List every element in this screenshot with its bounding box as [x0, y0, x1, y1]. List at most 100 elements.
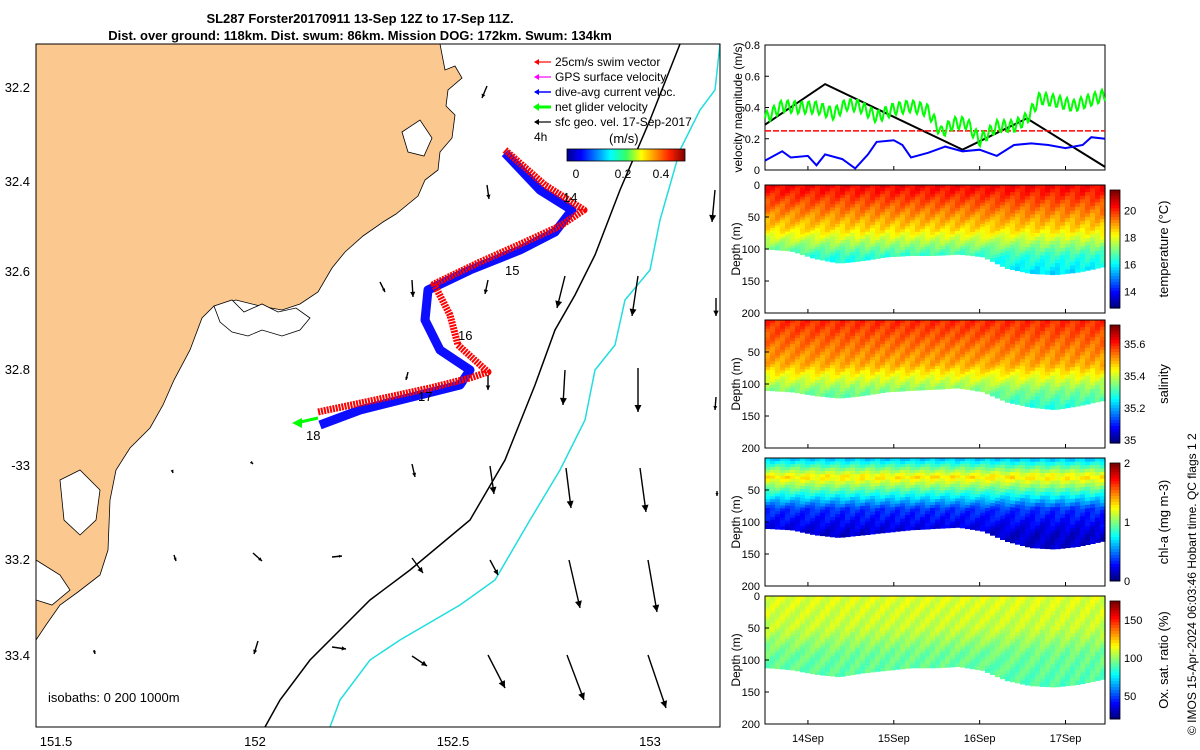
section-cell	[925, 511, 931, 515]
section-cell	[950, 345, 956, 349]
section-cell	[885, 385, 891, 390]
section-cell	[1055, 533, 1061, 538]
section-cell	[1065, 371, 1071, 376]
section-cell	[845, 487, 851, 492]
section-cell	[990, 483, 996, 488]
section-cell	[1005, 185, 1011, 190]
section-cell	[785, 185, 791, 189]
section-cell	[945, 478, 951, 482]
section-cell	[810, 197, 816, 201]
section-cell	[895, 193, 901, 198]
section-cell	[835, 471, 841, 476]
section-cell	[965, 246, 971, 250]
section-cell	[880, 501, 886, 506]
section-cell	[985, 384, 991, 389]
section-cell	[1070, 502, 1076, 507]
section-cell	[910, 229, 916, 233]
colorbar-label: salinity	[1156, 364, 1171, 404]
section-cell	[900, 361, 906, 365]
section-cell	[985, 188, 991, 192]
section-cell	[810, 385, 816, 390]
section-cell	[930, 380, 936, 385]
section-cell	[790, 388, 796, 393]
section-cell	[835, 342, 841, 347]
section-cell	[895, 190, 901, 195]
section-cell	[845, 223, 851, 228]
section-cell	[800, 365, 806, 370]
section-cell	[925, 185, 931, 189]
section-cell	[765, 238, 771, 242]
section-cell	[770, 513, 776, 518]
section-cell	[850, 387, 856, 391]
section-cell	[835, 349, 841, 353]
section-cell	[950, 484, 956, 488]
section-cell	[905, 387, 911, 392]
section-cell	[800, 479, 806, 484]
section-cell	[1050, 387, 1056, 392]
section-cell	[1030, 465, 1036, 470]
section-cell	[975, 323, 981, 327]
section-cell	[850, 480, 856, 485]
section-cell	[890, 185, 896, 189]
section-cell	[875, 323, 881, 327]
colorbar-segment	[1110, 275, 1120, 280]
section-cell	[1010, 507, 1016, 512]
section-cell	[915, 217, 921, 221]
section-cell	[1075, 461, 1081, 466]
section-cell	[955, 481, 961, 485]
section-cell	[815, 222, 821, 226]
section-cell	[960, 516, 966, 520]
section-cell	[805, 363, 811, 367]
section-cell	[920, 202, 926, 207]
section-cell	[1035, 533, 1041, 538]
section-cell	[1095, 377, 1101, 382]
section-cell	[970, 331, 976, 336]
section-cell	[770, 460, 776, 465]
section-cell	[840, 223, 846, 228]
section-cell	[875, 359, 881, 364]
section-cell	[820, 323, 826, 327]
section-cell	[930, 458, 936, 462]
section-cell	[970, 493, 976, 498]
section-cell	[900, 252, 906, 257]
section-cell	[785, 478, 791, 483]
section-cell	[815, 386, 821, 391]
section-cell	[1020, 498, 1026, 503]
section-cell	[830, 526, 836, 531]
map-frame	[35, 43, 721, 728]
section-cell	[800, 225, 806, 229]
colorbar-segment	[1110, 381, 1120, 385]
section-cell	[940, 231, 946, 236]
section-cell	[865, 373, 871, 377]
section-cell	[790, 491, 796, 495]
section-cell	[865, 467, 871, 472]
section-cell	[980, 211, 986, 216]
section-cell	[1070, 320, 1076, 325]
section-cell	[805, 214, 811, 219]
section-cell	[900, 217, 906, 222]
section-cell	[770, 525, 776, 530]
ytick: 32.8	[5, 362, 30, 377]
section-cell	[890, 235, 896, 240]
section-cell	[785, 493, 791, 498]
section-cell	[765, 331, 771, 336]
section-cell	[870, 246, 876, 251]
section-cell	[990, 480, 996, 485]
section-cell	[790, 361, 796, 366]
section-cell	[1065, 382, 1071, 387]
section-cell	[870, 353, 876, 358]
section-cell	[1055, 225, 1061, 231]
section-cell	[1030, 251, 1036, 256]
section-cell	[1010, 472, 1016, 477]
section-cell	[925, 517, 931, 521]
section-cell	[1030, 269, 1036, 274]
section-cell	[1075, 384, 1081, 389]
section-cell	[875, 356, 881, 361]
section-cell	[1000, 353, 1006, 358]
section-cell	[1075, 221, 1081, 226]
section-cell	[935, 320, 941, 324]
section-cell	[965, 225, 971, 230]
section-cell	[780, 228, 786, 232]
section-cell	[775, 370, 781, 374]
